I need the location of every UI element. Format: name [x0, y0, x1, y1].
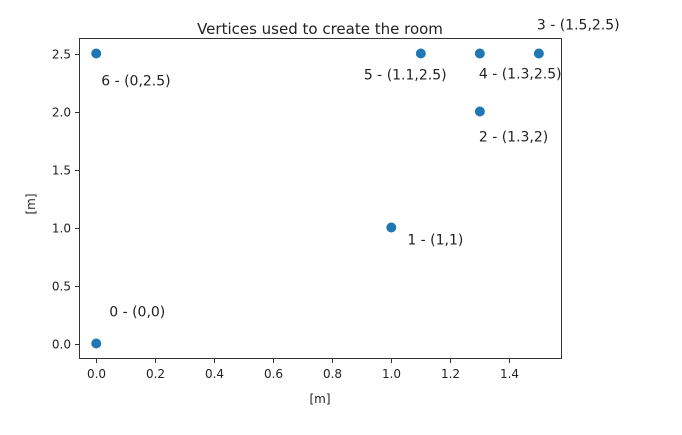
point-annotations: 0 - (0,0) 1 - (1,1) 2 - (1.3,2) 3 - (1.5,2.…: [101, 18, 619, 321]
y-tick-label: 2.0: [52, 106, 71, 120]
point-label: 0 - (0,0): [109, 305, 165, 321]
y-axis: 0.0 0.5 1.0 1.5 2.0 2.5: [52, 48, 80, 352]
x-axis-label: [m]: [309, 392, 330, 406]
x-tick-label: 0.0: [87, 367, 106, 381]
data-point: [415, 48, 426, 59]
point-label: 2 - (1.3,2): [479, 130, 548, 146]
y-tick-label: 2.5: [52, 48, 71, 62]
point-label: 5 - (1.1,2.5): [364, 68, 447, 84]
y-tick-label: 0.5: [52, 280, 71, 294]
x-tick-label: 1.2: [441, 367, 460, 381]
data-point: [533, 48, 544, 59]
data-point: [91, 48, 102, 59]
data-point: [91, 338, 102, 349]
data-points: [91, 48, 544, 349]
point-label: 6 - (0,2.5): [101, 74, 170, 90]
data-point: [386, 222, 397, 233]
x-tick-label: 0.8: [323, 367, 342, 381]
x-tick-label: 1.4: [500, 367, 519, 381]
point-label: 4 - (1.3,2.5): [479, 67, 562, 83]
x-tick-label: 1.0: [382, 367, 401, 381]
x-tick-label: 0.2: [146, 367, 165, 381]
x-axis: 0.0 0.2 0.4 0.6 0.8 1.0 1.2 1.4: [87, 358, 519, 381]
y-axis-label: [m]: [24, 193, 38, 214]
x-tick-label: 0.4: [205, 367, 224, 381]
y-tick-label: 1.0: [52, 222, 71, 236]
data-point: [474, 106, 485, 117]
point-label: 3 - (1.5,2.5): [537, 18, 620, 34]
data-point: [474, 48, 485, 59]
chart-title: Vertices used to create the room: [197, 20, 443, 38]
point-label: 1 - (1,1): [407, 233, 463, 249]
x-tick-label: 0.6: [264, 367, 283, 381]
y-tick-label: 0.0: [52, 338, 71, 352]
plot-frame: [79, 38, 562, 359]
y-tick-label: 1.5: [52, 164, 71, 178]
